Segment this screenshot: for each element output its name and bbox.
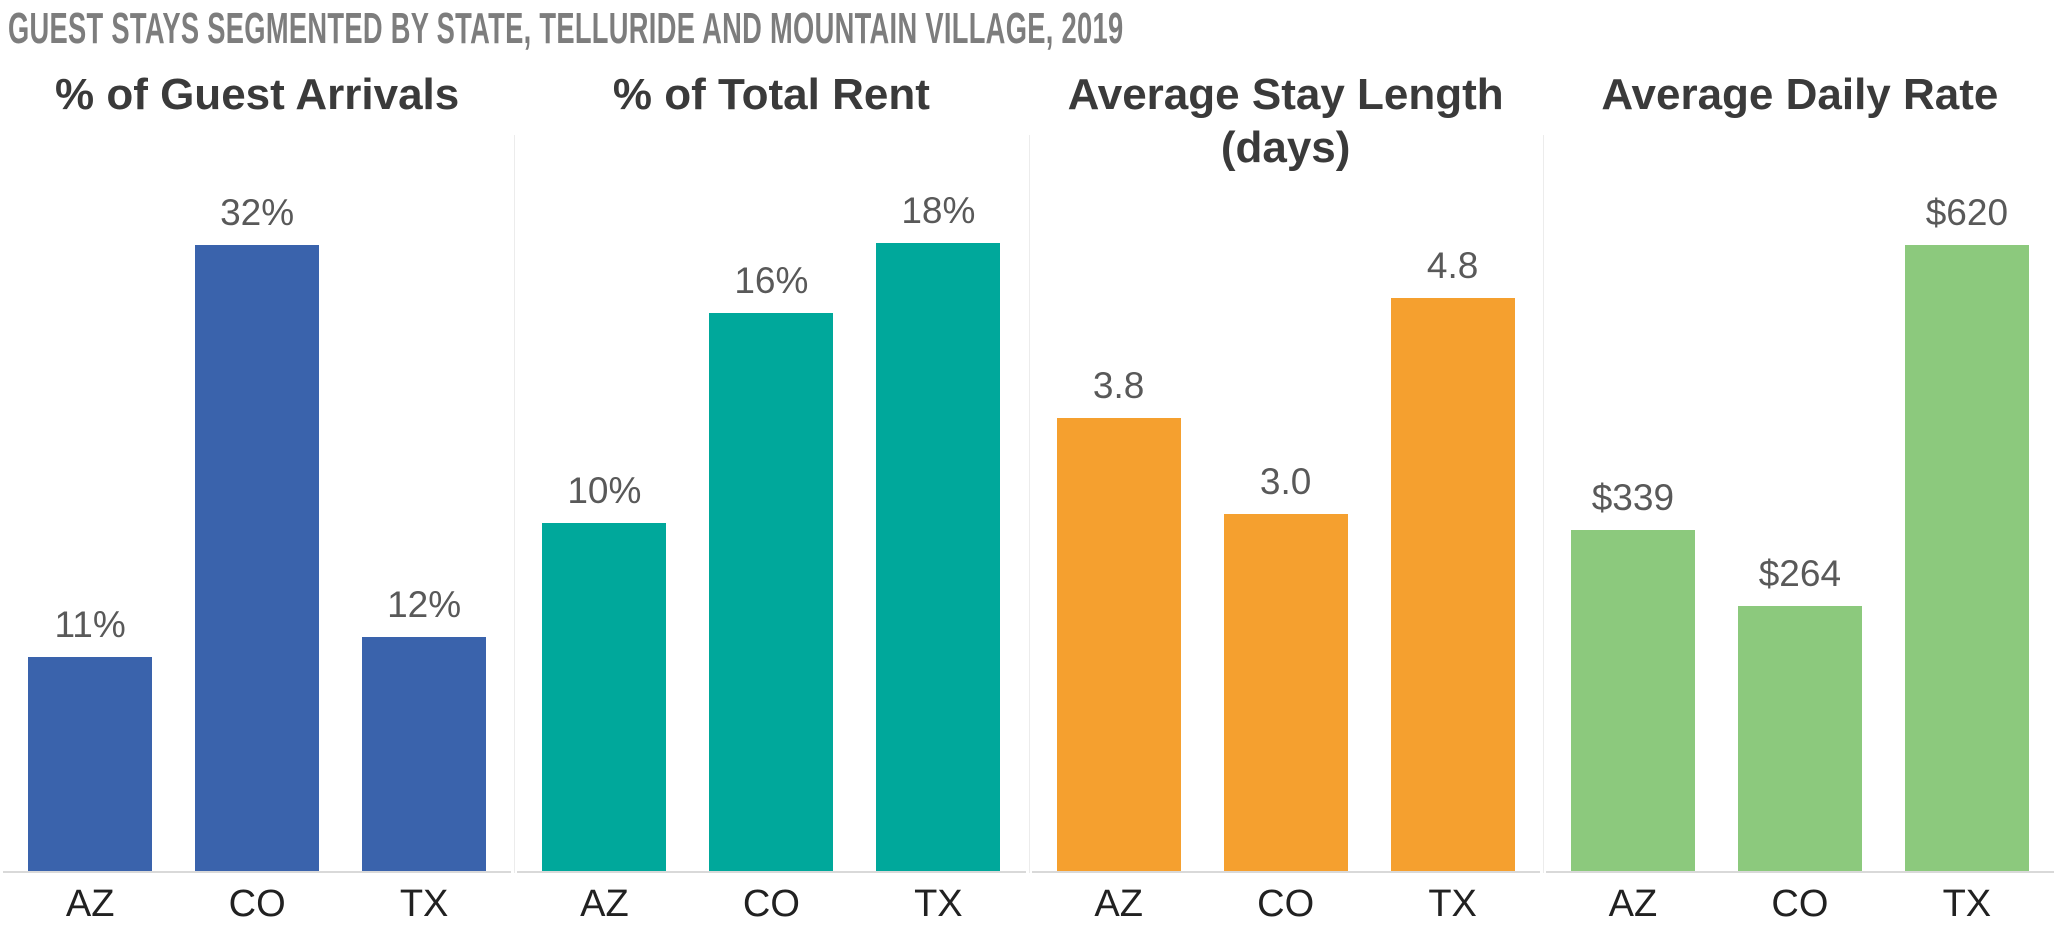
value-label: 11% [54, 604, 126, 645]
page-title: GUEST STAYS SEGMENTED BY STATE, TELLURID… [8, 4, 1124, 53]
x-axis-label: AZ [580, 883, 629, 925]
x-axis-line [1545, 871, 2054, 873]
chart-title: Average Daily Rate [1543, 68, 2057, 121]
bar-co [1223, 514, 1348, 873]
chart-panel: Average Daily Rate $339 $264 $620 AZ CO TX [1542, 0, 2057, 950]
x-axis-label: AZ [65, 883, 115, 925]
bar-co [195, 245, 320, 873]
bar-column: 4.8 [1390, 245, 1515, 873]
x-axis-label: TX [1942, 883, 1992, 925]
chart-panel: % of Total Rent 10% 16% 18% AZ CO TX [514, 0, 1028, 950]
bar-column: 12% [362, 584, 487, 873]
value-label: 4.8 [1426, 245, 1479, 286]
value-label: 32% [220, 192, 295, 233]
x-axis-labels: AZ CO TX [1543, 883, 2057, 926]
x-axis-label: AZ [1094, 883, 1143, 925]
plot-area: 11% 32% 12% [0, 192, 514, 873]
bar-column: $339 [1570, 477, 1695, 873]
x-axis-labels: AZ CO TX [0, 883, 514, 926]
chart-panel: Average Stay Length (days) 3.8 3.0 4.8 AZ CO TX [1028, 0, 1543, 950]
plot-area: 3.8 3.0 4.8 [1029, 245, 1543, 873]
bar-column: 3.8 [1056, 365, 1181, 873]
bar-az [542, 523, 667, 873]
bar-co [1737, 606, 1862, 873]
bar-column: 16% [709, 260, 834, 873]
bar-column: 32% [195, 192, 320, 873]
chart-title: Average Stay Length (days) [1029, 68, 1543, 174]
bar-tx [1904, 245, 2029, 873]
x-axis-labels: AZ CO TX [1029, 883, 1543, 926]
chart-title-line: % of Total Rent [612, 70, 930, 119]
x-axis-label: CO [1771, 883, 1829, 925]
value-label: 10% [567, 470, 642, 511]
value-label: $620 [1925, 192, 2009, 233]
panel-divider [1542, 135, 1544, 873]
chart-title: % of Guest Arrivals [0, 68, 514, 121]
plot-area: 10% 16% 18% [514, 190, 1028, 873]
bar-az [1570, 530, 1695, 873]
x-axis-label: TX [399, 883, 449, 925]
value-label: 3.0 [1259, 461, 1312, 502]
value-label: 3.8 [1092, 365, 1145, 406]
bar-column: $264 [1737, 553, 1862, 873]
bar-tx [876, 243, 1001, 873]
chart-title: % of Total Rent [514, 68, 1028, 121]
bar-az [1056, 418, 1181, 873]
chart-panel: % of Guest Arrivals 11% 32% 12% AZ CO TX [0, 0, 514, 950]
x-axis-label: TX [1428, 883, 1477, 925]
x-axis-label: CO [228, 883, 286, 925]
chart-title-line: (days) [1220, 123, 1351, 172]
value-label: 12% [387, 584, 462, 625]
value-label: $339 [1591, 477, 1675, 518]
chart-title-line: Average Stay Length [1067, 70, 1504, 119]
x-axis-label: CO [742, 883, 800, 925]
x-axis-line [1031, 871, 1540, 873]
chart-title-line: Average Daily Rate [1601, 70, 1999, 119]
panel-divider [514, 135, 516, 873]
bar-tx [1390, 298, 1515, 873]
value-label: 18% [901, 190, 976, 231]
x-axis-labels: AZ CO TX [514, 883, 1028, 926]
bar-co [709, 313, 834, 873]
panel-divider [1028, 135, 1030, 873]
x-axis-line [3, 871, 512, 873]
x-axis-label: TX [914, 883, 963, 925]
bar-tx [362, 637, 487, 873]
bar-az [28, 657, 153, 873]
bar-column: $620 [1904, 192, 2029, 873]
x-axis-line [517, 871, 1026, 873]
bar-column: 10% [542, 470, 667, 873]
value-label: 16% [734, 260, 809, 301]
chart-title-line: % of Guest Arrivals [54, 70, 460, 119]
plot-area: $339 $264 $620 [1543, 192, 2057, 873]
bar-column: 3.0 [1223, 461, 1348, 873]
x-axis-label: CO [1257, 883, 1315, 925]
x-axis-label: AZ [1608, 883, 1658, 925]
value-label: $264 [1758, 553, 1842, 594]
bar-column: 11% [28, 604, 153, 873]
bar-column: 18% [876, 190, 1001, 873]
